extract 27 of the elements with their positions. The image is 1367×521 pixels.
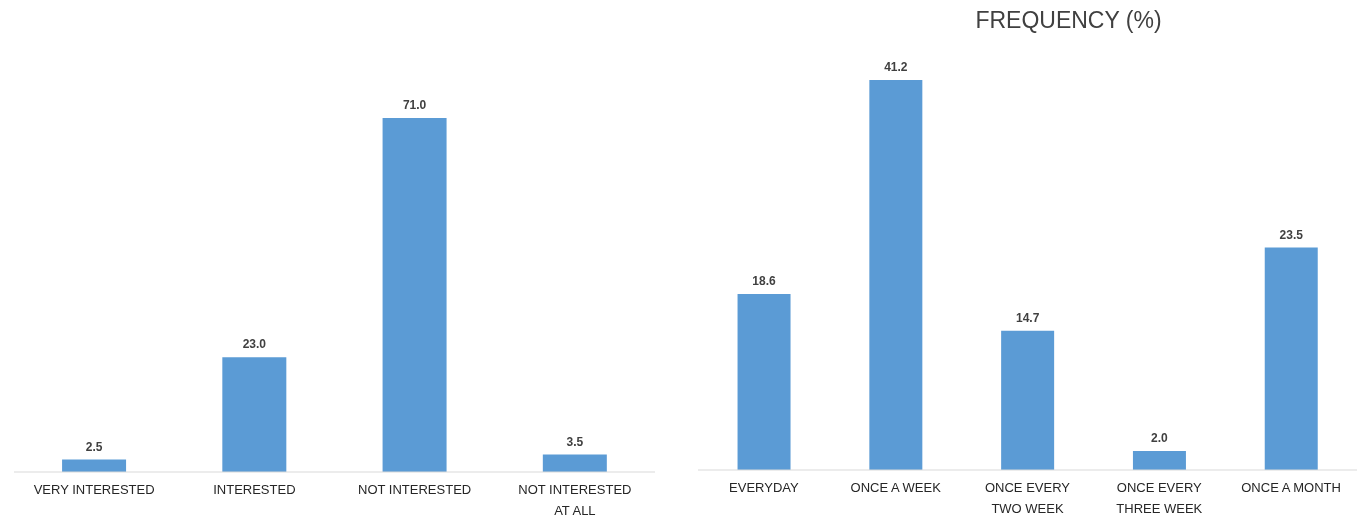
data-label: 71.0 xyxy=(402,98,427,112)
bar xyxy=(222,357,287,472)
bar xyxy=(737,293,791,470)
bar xyxy=(1132,451,1186,470)
x-tick-label: NOT INTERESTED xyxy=(358,482,472,498)
x-tick-label: VERY INTERESTED xyxy=(33,482,155,498)
data-label: 2.0 xyxy=(1151,431,1169,446)
bar xyxy=(1001,330,1055,470)
chart-title: FREQUENCY (%) xyxy=(974,7,1163,34)
bar xyxy=(542,454,607,472)
x-tick-label: ONCE A MONTH xyxy=(1241,480,1341,496)
bar xyxy=(382,118,447,472)
data-label: 14.7 xyxy=(1015,310,1040,325)
x-tick-label: ONCE EVERY TWO WEEK xyxy=(984,480,1071,517)
data-label: 41.2 xyxy=(884,60,908,74)
x-tick-label: ONCE EVERY THREE WEEK xyxy=(1116,480,1203,517)
data-label: 2.5 xyxy=(85,439,103,454)
data-label: 23.5 xyxy=(1279,227,1304,242)
x-tick-label: NOT INTERESTED AT ALL xyxy=(518,482,632,519)
x-tick-label: INTERESTED xyxy=(213,482,296,498)
bar xyxy=(1264,247,1318,470)
data-label: 3.5 xyxy=(566,434,584,449)
x-tick-label: ONCE A WEEK xyxy=(850,480,942,496)
data-label: 18.6 xyxy=(752,273,777,288)
x-tick-label: EVERYDAY xyxy=(729,480,800,496)
bar xyxy=(869,80,923,470)
data-label: 23.0 xyxy=(242,337,267,352)
